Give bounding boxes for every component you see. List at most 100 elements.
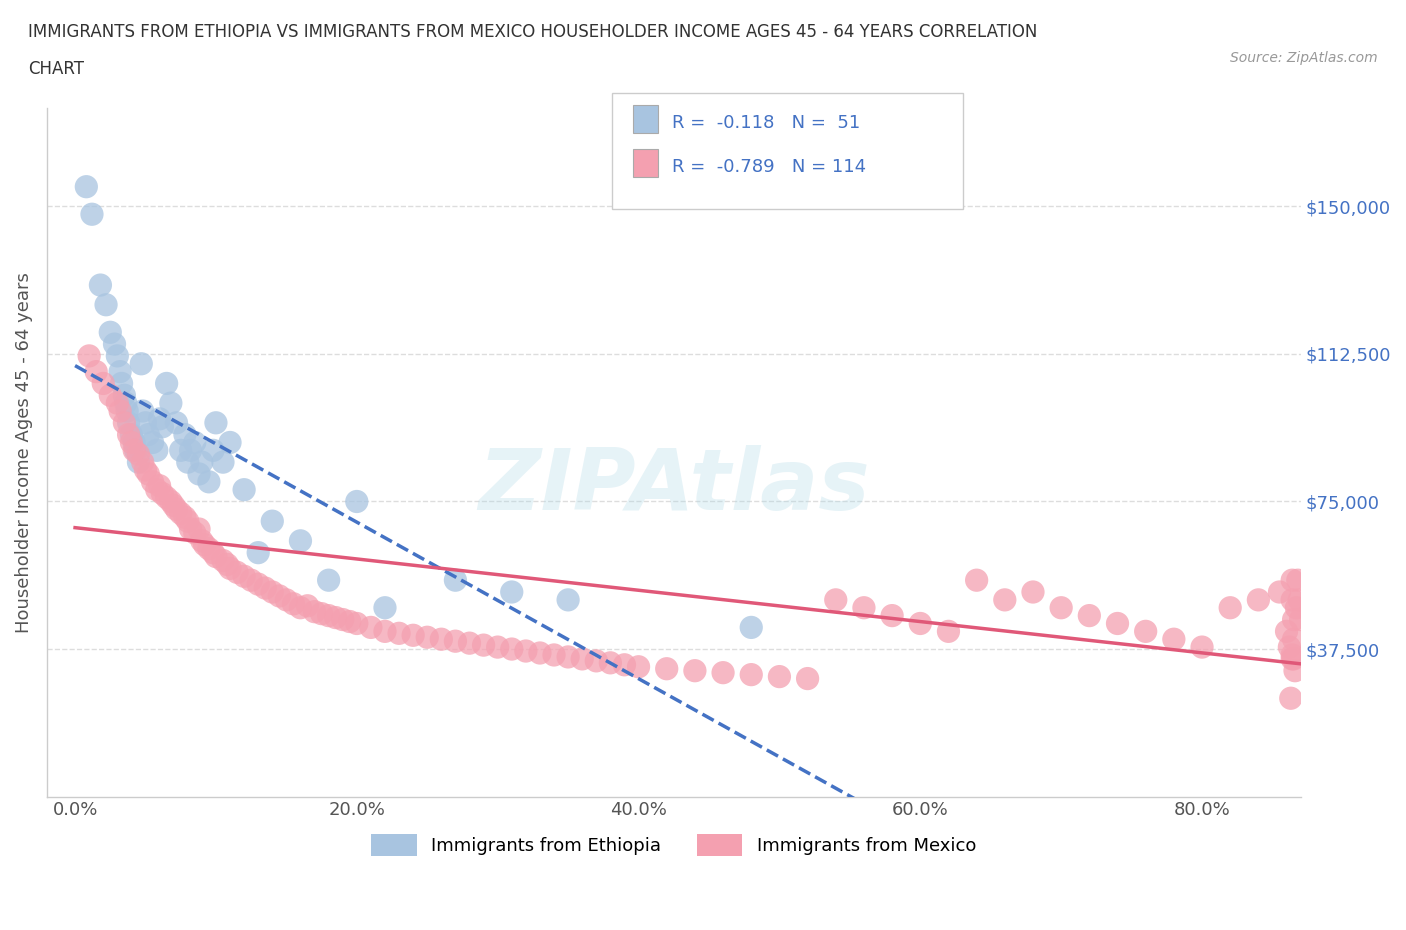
Point	[325, 610, 347, 625]
Point	[585, 654, 607, 669]
Point	[1281, 592, 1303, 607]
Point	[472, 638, 495, 653]
Point	[166, 416, 188, 431]
Point	[304, 604, 326, 619]
Point	[212, 455, 235, 470]
Point	[91, 376, 114, 391]
Point	[276, 592, 298, 607]
Point	[212, 553, 235, 568]
Point	[290, 600, 312, 615]
Point	[1163, 631, 1185, 646]
Point	[269, 589, 291, 604]
Point	[262, 585, 284, 600]
Point	[188, 467, 211, 482]
Point	[339, 614, 361, 629]
Point	[1282, 631, 1305, 646]
Point	[188, 522, 211, 537]
Point	[198, 474, 221, 489]
Point	[283, 596, 305, 611]
Point	[205, 416, 228, 431]
Point	[1022, 585, 1045, 600]
Point	[254, 580, 277, 595]
Point	[166, 502, 188, 517]
Point	[1281, 651, 1303, 666]
Point	[402, 628, 425, 643]
Point	[262, 513, 284, 528]
Point	[114, 395, 136, 410]
Point	[529, 645, 551, 660]
Point	[156, 376, 179, 391]
Point	[627, 659, 650, 674]
Text: Source: ZipAtlas.com: Source: ZipAtlas.com	[1230, 51, 1378, 65]
Point	[416, 630, 439, 644]
Point	[515, 644, 537, 658]
Point	[98, 388, 121, 403]
Point	[89, 278, 111, 293]
Point	[430, 631, 453, 646]
Point	[240, 573, 263, 588]
Point	[233, 483, 256, 498]
Point	[557, 649, 579, 664]
Point	[1285, 600, 1308, 615]
Point	[160, 395, 183, 410]
Point	[1279, 691, 1302, 706]
Point	[1191, 640, 1213, 655]
Point	[388, 626, 411, 641]
Point	[174, 427, 197, 442]
Point	[98, 325, 121, 339]
Point	[444, 633, 467, 648]
Point	[112, 388, 135, 403]
Point	[160, 494, 183, 509]
Point	[360, 620, 382, 635]
Point	[346, 616, 368, 631]
Point	[740, 620, 762, 635]
Point	[108, 404, 131, 418]
Point	[117, 416, 139, 431]
Point	[374, 600, 396, 615]
Point	[966, 573, 988, 588]
Point	[145, 483, 167, 498]
Point	[217, 557, 239, 572]
Point	[202, 545, 225, 560]
Text: IMMIGRANTS FROM ETHIOPIA VS IMMIGRANTS FROM MEXICO HOUSEHOLDER INCOME AGES 45 - : IMMIGRANTS FROM ETHIOPIA VS IMMIGRANTS F…	[28, 23, 1038, 41]
Point	[311, 606, 333, 621]
Point	[824, 592, 846, 607]
Text: CHART: CHART	[28, 60, 84, 78]
Point	[156, 490, 179, 505]
Y-axis label: Householder Income Ages 45 - 64 years: Householder Income Ages 45 - 64 years	[15, 272, 32, 632]
Point	[1281, 647, 1303, 662]
Point	[194, 538, 217, 552]
Point	[177, 513, 200, 528]
Point	[127, 455, 149, 470]
Point	[115, 404, 138, 418]
Point	[768, 670, 790, 684]
Point	[120, 427, 142, 442]
Point	[152, 419, 174, 434]
Point	[1286, 573, 1309, 588]
Point	[145, 443, 167, 458]
Point	[152, 486, 174, 501]
Point	[149, 478, 172, 493]
Point	[374, 624, 396, 639]
Point	[994, 592, 1017, 607]
Point	[80, 206, 103, 221]
Point	[191, 455, 214, 470]
Point	[226, 565, 249, 579]
Text: ZIPAtlas: ZIPAtlas	[478, 445, 869, 528]
Point	[1281, 573, 1303, 588]
Point	[1289, 612, 1312, 627]
Point	[571, 651, 593, 666]
Point	[852, 600, 875, 615]
Point	[486, 640, 509, 655]
Point	[75, 179, 97, 194]
Point	[122, 443, 145, 458]
Point	[219, 561, 242, 576]
Point	[124, 443, 146, 458]
Point	[318, 573, 340, 588]
Point	[1050, 600, 1073, 615]
Text: R =  -0.789   N = 114: R = -0.789 N = 114	[672, 158, 866, 176]
Point	[1282, 612, 1305, 627]
Point	[1078, 608, 1101, 623]
Point	[184, 435, 207, 450]
Point	[129, 356, 152, 371]
